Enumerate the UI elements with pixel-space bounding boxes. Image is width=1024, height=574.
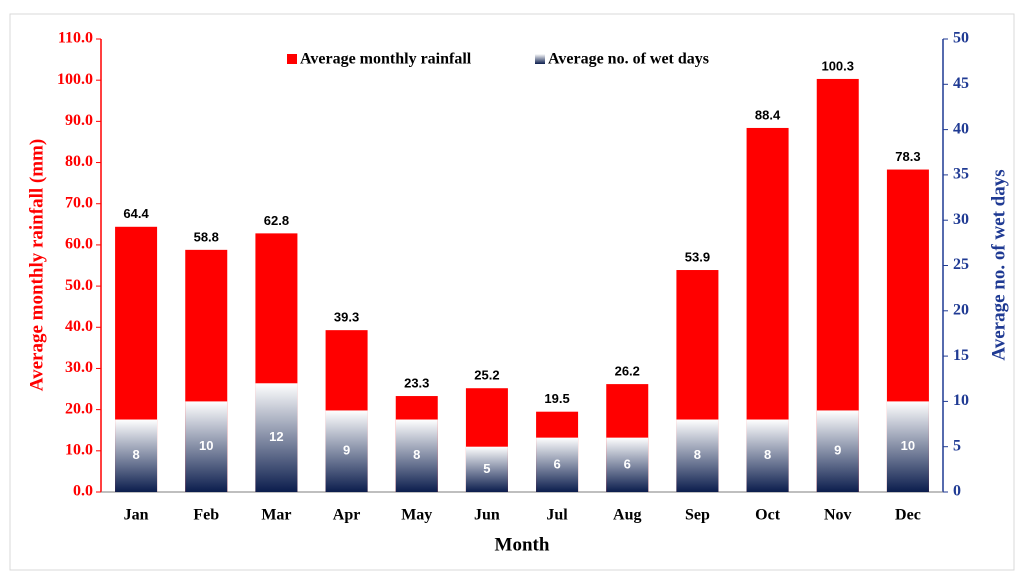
x-tick-label: Apr [333, 507, 361, 524]
data-label: 8 [132, 447, 139, 462]
x-axis-title: Month [495, 534, 550, 555]
data-label: 100.3 [821, 58, 854, 73]
x-tick-label: Nov [824, 507, 852, 524]
data-label: 6 [553, 456, 560, 471]
y-tick-label: 20.0 [65, 400, 93, 417]
y-tick-label: 10.0 [65, 441, 93, 458]
y-tick-label: 90.0 [65, 112, 93, 129]
data-label: 8 [764, 447, 771, 462]
data-label: 23.3 [404, 375, 429, 390]
bar [325, 410, 368, 492]
data-label: 19.5 [544, 391, 569, 406]
data-label: 26.2 [615, 364, 640, 379]
y2-tick-label: 45 [953, 75, 969, 92]
x-tick-label: Jul [546, 507, 568, 524]
y-axis-title: Average monthly rainfall (mm) [26, 139, 47, 391]
bar [115, 419, 158, 492]
data-label: 6 [624, 456, 631, 471]
frame [9, 13, 1015, 571]
bar [606, 437, 649, 492]
y2-tick-label: 0 [953, 483, 961, 500]
x-tick-label: Mar [261, 507, 291, 524]
y2-tick-label: 10 [953, 392, 969, 409]
bar [185, 401, 228, 492]
y2-tick-label: 15 [953, 347, 969, 364]
y-tick-label: 40.0 [65, 318, 93, 335]
data-label: 62.8 [264, 213, 289, 228]
x-tick-label: Aug [613, 507, 641, 524]
y2-axis-title: Average no. of wet days [988, 169, 1009, 360]
data-label: 58.8 [194, 229, 219, 244]
x-tick-label: Jan [124, 507, 149, 524]
x-tick-label: Dec [895, 507, 921, 524]
data-label: 9 [343, 443, 350, 458]
y-tick-label: 100.0 [57, 71, 93, 88]
data-label: 5 [483, 461, 490, 476]
y-tick-label: 50.0 [65, 277, 93, 294]
bar [746, 419, 789, 492]
y2-tick-label: 35 [953, 166, 969, 183]
legend-label: Average monthly rainfall [300, 51, 472, 68]
bar [465, 446, 508, 492]
data-label: 53.9 [685, 249, 710, 264]
y-tick-label: 30.0 [65, 359, 93, 376]
y-tick-label: 60.0 [65, 236, 93, 253]
legend-swatch [287, 54, 297, 64]
bar [536, 437, 579, 492]
bar [886, 401, 929, 492]
data-label: 88.4 [755, 107, 781, 122]
y-tick-label: 80.0 [65, 153, 93, 170]
bar [395, 419, 438, 492]
legend-label: Average no. of wet days [548, 51, 709, 68]
data-label: 12 [269, 429, 283, 444]
y2-tick-label: 50 [953, 30, 969, 47]
y-tick-label: 0.0 [73, 483, 93, 500]
data-label: 10 [901, 438, 915, 453]
x-tick-label: Feb [193, 507, 219, 524]
bar [676, 419, 719, 492]
y-tick-label: 110.0 [58, 30, 93, 47]
x-tick-label: Sep [685, 507, 710, 524]
y2-tick-label: 5 [953, 437, 961, 454]
data-label: 8 [413, 447, 420, 462]
data-label: 10 [199, 438, 213, 453]
data-label: 39.3 [334, 310, 359, 325]
bar [255, 383, 298, 492]
y-tick-label: 70.0 [65, 194, 93, 211]
data-label: 78.3 [895, 149, 920, 164]
data-label: 25.2 [474, 368, 499, 383]
legend-swatch [535, 54, 545, 64]
data-label: 64.4 [123, 206, 149, 221]
data-label: 8 [694, 447, 701, 462]
bar [816, 410, 859, 492]
y2-tick-label: 40 [953, 120, 969, 137]
data-label: 9 [834, 443, 841, 458]
x-tick-label: Jun [474, 507, 500, 524]
y2-tick-label: 20 [953, 301, 969, 318]
x-tick-label: May [401, 507, 432, 524]
y2-tick-label: 25 [953, 256, 969, 273]
x-tick-label: Oct [755, 507, 781, 524]
y2-tick-label: 30 [953, 211, 969, 228]
